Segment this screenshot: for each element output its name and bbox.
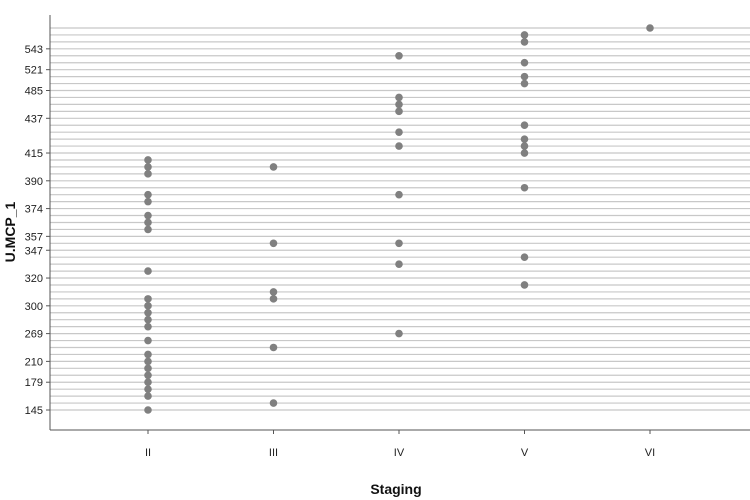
data-point — [144, 308, 152, 317]
data-point — [520, 38, 529, 46]
data-point — [144, 218, 152, 227]
data-point — [395, 51, 403, 60]
data-point — [269, 399, 278, 407]
y-tick-label: 320 — [25, 273, 43, 285]
data-point — [144, 197, 152, 206]
gridlines — [50, 27, 750, 411]
data-point — [395, 93, 403, 102]
data-point — [144, 336, 152, 345]
x-axis-title: Staging — [370, 481, 421, 497]
data-point — [269, 343, 278, 352]
data-point — [395, 142, 403, 150]
y-tick-label: 210 — [25, 356, 43, 368]
x-tick-label: VI — [645, 447, 655, 459]
data-point — [144, 225, 152, 234]
data-point — [144, 378, 152, 387]
x-tick-label: V — [521, 447, 529, 459]
data-point — [520, 183, 529, 192]
x-tick-label: III — [269, 447, 278, 459]
data-point — [144, 385, 152, 393]
data-point — [144, 156, 152, 164]
y-tick-label: 390 — [25, 176, 43, 188]
y-tick-label: 485 — [25, 86, 43, 98]
data-point — [395, 239, 403, 248]
y-tick-label: 300 — [25, 301, 43, 313]
data-point — [646, 24, 654, 32]
data-point — [144, 350, 152, 359]
y-tick-label: 415 — [25, 148, 43, 160]
axes — [49, 15, 750, 431]
y-tick-label: 347 — [25, 245, 43, 257]
y-tick-label: 269 — [25, 329, 43, 341]
data-point — [395, 260, 403, 268]
y-tick-label: 521 — [25, 65, 43, 77]
data-point — [269, 295, 278, 303]
data-point — [144, 392, 152, 400]
data-points — [144, 24, 654, 414]
data-point — [144, 190, 152, 199]
data-point — [144, 211, 152, 220]
data-point — [144, 267, 152, 275]
data-point — [520, 58, 529, 67]
y-tick-label: 374 — [25, 204, 43, 216]
y-tick-label: 357 — [25, 231, 43, 243]
data-point — [395, 190, 403, 199]
data-point — [520, 72, 529, 81]
y-tick-label: 145 — [25, 405, 43, 417]
data-point — [520, 121, 529, 130]
data-point — [144, 364, 152, 373]
y-tick-label: 543 — [25, 44, 43, 56]
y-tick-label: 179 — [25, 377, 43, 389]
data-point — [269, 163, 278, 171]
data-point — [269, 288, 278, 296]
x-tick-label: IV — [394, 447, 405, 459]
y-axis-title: U.MCP_1 — [2, 201, 18, 262]
data-point — [144, 322, 152, 331]
y-tick-labels: 145 179 210 269 300 320 347 357 374 390 415 437 485 5… — [25, 44, 50, 417]
data-point — [144, 302, 152, 310]
data-point — [520, 149, 529, 157]
data-point — [144, 295, 152, 303]
x-tick-label: II — [145, 447, 151, 459]
data-point — [144, 357, 152, 366]
data-point — [520, 135, 529, 143]
data-point — [144, 170, 152, 178]
data-point — [269, 239, 278, 248]
data-point — [395, 100, 403, 109]
data-point — [520, 31, 529, 39]
data-point — [520, 79, 529, 88]
data-point — [144, 371, 152, 380]
data-point — [520, 142, 529, 150]
x-tick-labels: II III IV V VI — [145, 430, 655, 459]
data-point — [395, 107, 403, 116]
data-point — [144, 163, 152, 171]
y-tick-label: 437 — [25, 113, 43, 125]
data-point — [520, 281, 529, 289]
data-point — [395, 128, 403, 136]
data-point — [144, 406, 152, 414]
data-point — [520, 253, 529, 261]
data-point — [144, 315, 152, 324]
data-point — [395, 329, 403, 338]
